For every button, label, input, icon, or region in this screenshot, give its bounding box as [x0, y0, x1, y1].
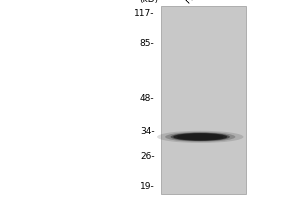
Text: HepG2: HepG2	[183, 0, 215, 5]
Ellipse shape	[173, 133, 227, 141]
Text: 34-: 34-	[140, 127, 154, 136]
Text: 48-: 48-	[140, 94, 154, 103]
Ellipse shape	[177, 134, 223, 140]
Bar	[160, 6, 246, 194]
Text: 26-: 26-	[140, 152, 154, 161]
Text: (kD): (kD)	[139, 0, 158, 4]
Ellipse shape	[171, 133, 230, 141]
Text: 117-: 117-	[134, 9, 154, 18]
Text: 85-: 85-	[140, 39, 154, 48]
Ellipse shape	[157, 131, 244, 143]
Text: 19-: 19-	[140, 182, 154, 191]
Ellipse shape	[165, 132, 236, 142]
